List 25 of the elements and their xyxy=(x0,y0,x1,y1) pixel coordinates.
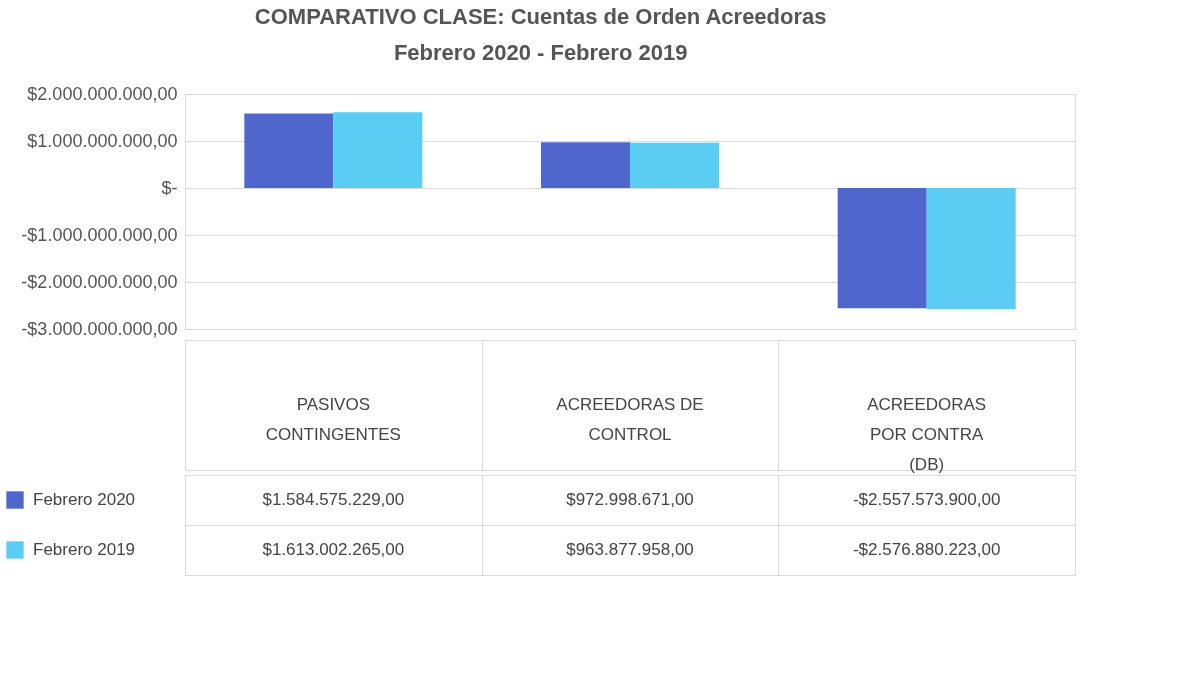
data-label: -$2.557.573.900,00 xyxy=(852,490,1001,509)
y-tick-label: -$1.000.000.000,00 xyxy=(21,224,178,245)
y-tick-label: $2.000.000.000,00 xyxy=(27,83,178,104)
legend-label: Febrero 2020 xyxy=(33,490,136,509)
bar xyxy=(333,112,423,188)
data-label: $972.998.671,00 xyxy=(566,490,694,509)
x-tick-label: PASIVOS CONTINGENTES xyxy=(265,395,401,444)
data-label: $1.613.002.265,00 xyxy=(262,540,405,559)
x-tick-label: ACREEDORAS DE CONTROL xyxy=(556,395,704,444)
y-tick-label: $1.000.000.000,00 xyxy=(27,130,178,151)
bar xyxy=(926,188,1016,310)
bar xyxy=(630,142,719,188)
data-label: -$2.576.880.223,00 xyxy=(852,540,1001,559)
chart-title: COMPARATIVO CLASE: Cuentas de Orden Acreedoras xyxy=(254,3,827,29)
y-tick-label: -$3.000.000.000,00 xyxy=(21,318,178,339)
bar xyxy=(837,188,927,309)
data-label: $1.584.575.229,00 xyxy=(262,490,405,509)
y-tick-label: $- xyxy=(161,177,178,198)
data-label: $963.877.958,00 xyxy=(566,540,694,559)
chart-subtitle: Febrero 2020 - Febrero 2019 xyxy=(393,39,688,65)
y-tick-label: -$2.000.000.000,00 xyxy=(21,271,178,292)
x-tick-label: ACREEDORAS POR CONTRA (DB) xyxy=(867,395,987,474)
bar xyxy=(244,113,334,188)
legend-label: Febrero 2019 xyxy=(33,540,136,559)
bar xyxy=(541,142,630,188)
